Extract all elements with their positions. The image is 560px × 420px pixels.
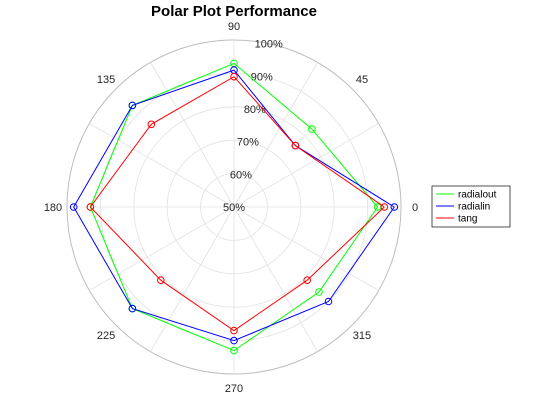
series-marker-tang-1 [291, 141, 300, 150]
legend-label-tang: tang [458, 214, 477, 225]
grid-spoke-300 [233, 206, 318, 352]
radial-tick-label-70: 70% [237, 137, 259, 149]
legend-label-radialout: radialout [458, 190, 497, 201]
legend-label-radialin: radialin [458, 202, 490, 213]
series-marker-radialout-1 [308, 125, 316, 133]
angle-tick-label-45: 45 [356, 74, 368, 86]
angle-tick-label-90: 90 [228, 21, 240, 33]
series-marker-tang-2 [230, 72, 238, 81]
series-marker-radialout-7 [315, 288, 323, 296]
series-marker-tang-3 [147, 120, 156, 129]
series-marker-radialin-0 [390, 203, 399, 211]
series-marker-tang-0 [380, 203, 389, 211]
angle-tick-label-225: 225 [97, 330, 115, 342]
grid-spoke-330 [233, 206, 379, 291]
series-marker-radialin-3 [128, 101, 137, 110]
radial-tick-label-60: 60% [230, 169, 252, 181]
series-marker-tang-4 [86, 203, 95, 211]
angle-tick-label-180: 180 [44, 202, 62, 214]
series-marker-tang-5 [157, 276, 165, 285]
series-marker-radialin-6 [230, 336, 238, 345]
radial-tick-label-90: 90% [251, 71, 273, 83]
series-marker-radialin-4 [69, 203, 78, 211]
series-marker-radialin-7 [324, 297, 333, 306]
grid-spoke-210 [89, 206, 235, 291]
angle-tick-label-0: 0 [412, 202, 418, 214]
series-marker-tang-7 [303, 276, 312, 285]
grid-spoke-150 [89, 123, 235, 208]
angle-tick-label-315: 315 [353, 330, 371, 342]
series-marker-tang-6 [230, 326, 238, 335]
grid-spoke-120 [150, 62, 235, 208]
angle-tick-label-270: 270 [225, 383, 243, 395]
radial-tick-label-100: 100% [255, 39, 283, 51]
series-group [69, 59, 399, 355]
angle-tick-label-135: 135 [97, 74, 115, 86]
series-line-tang [89, 76, 385, 332]
radial-tick-label-50: 50% [223, 202, 245, 214]
series-marker-radialout-6 [230, 346, 238, 355]
chart-title: Polar Plot Performance [151, 3, 317, 20]
grid-spoke-30 [233, 123, 379, 208]
series-line-radialin [73, 69, 395, 342]
grid-spoke-240 [150, 206, 235, 352]
grid-spoke-60 [233, 62, 318, 208]
series-marker-radialin-5 [128, 304, 137, 313]
